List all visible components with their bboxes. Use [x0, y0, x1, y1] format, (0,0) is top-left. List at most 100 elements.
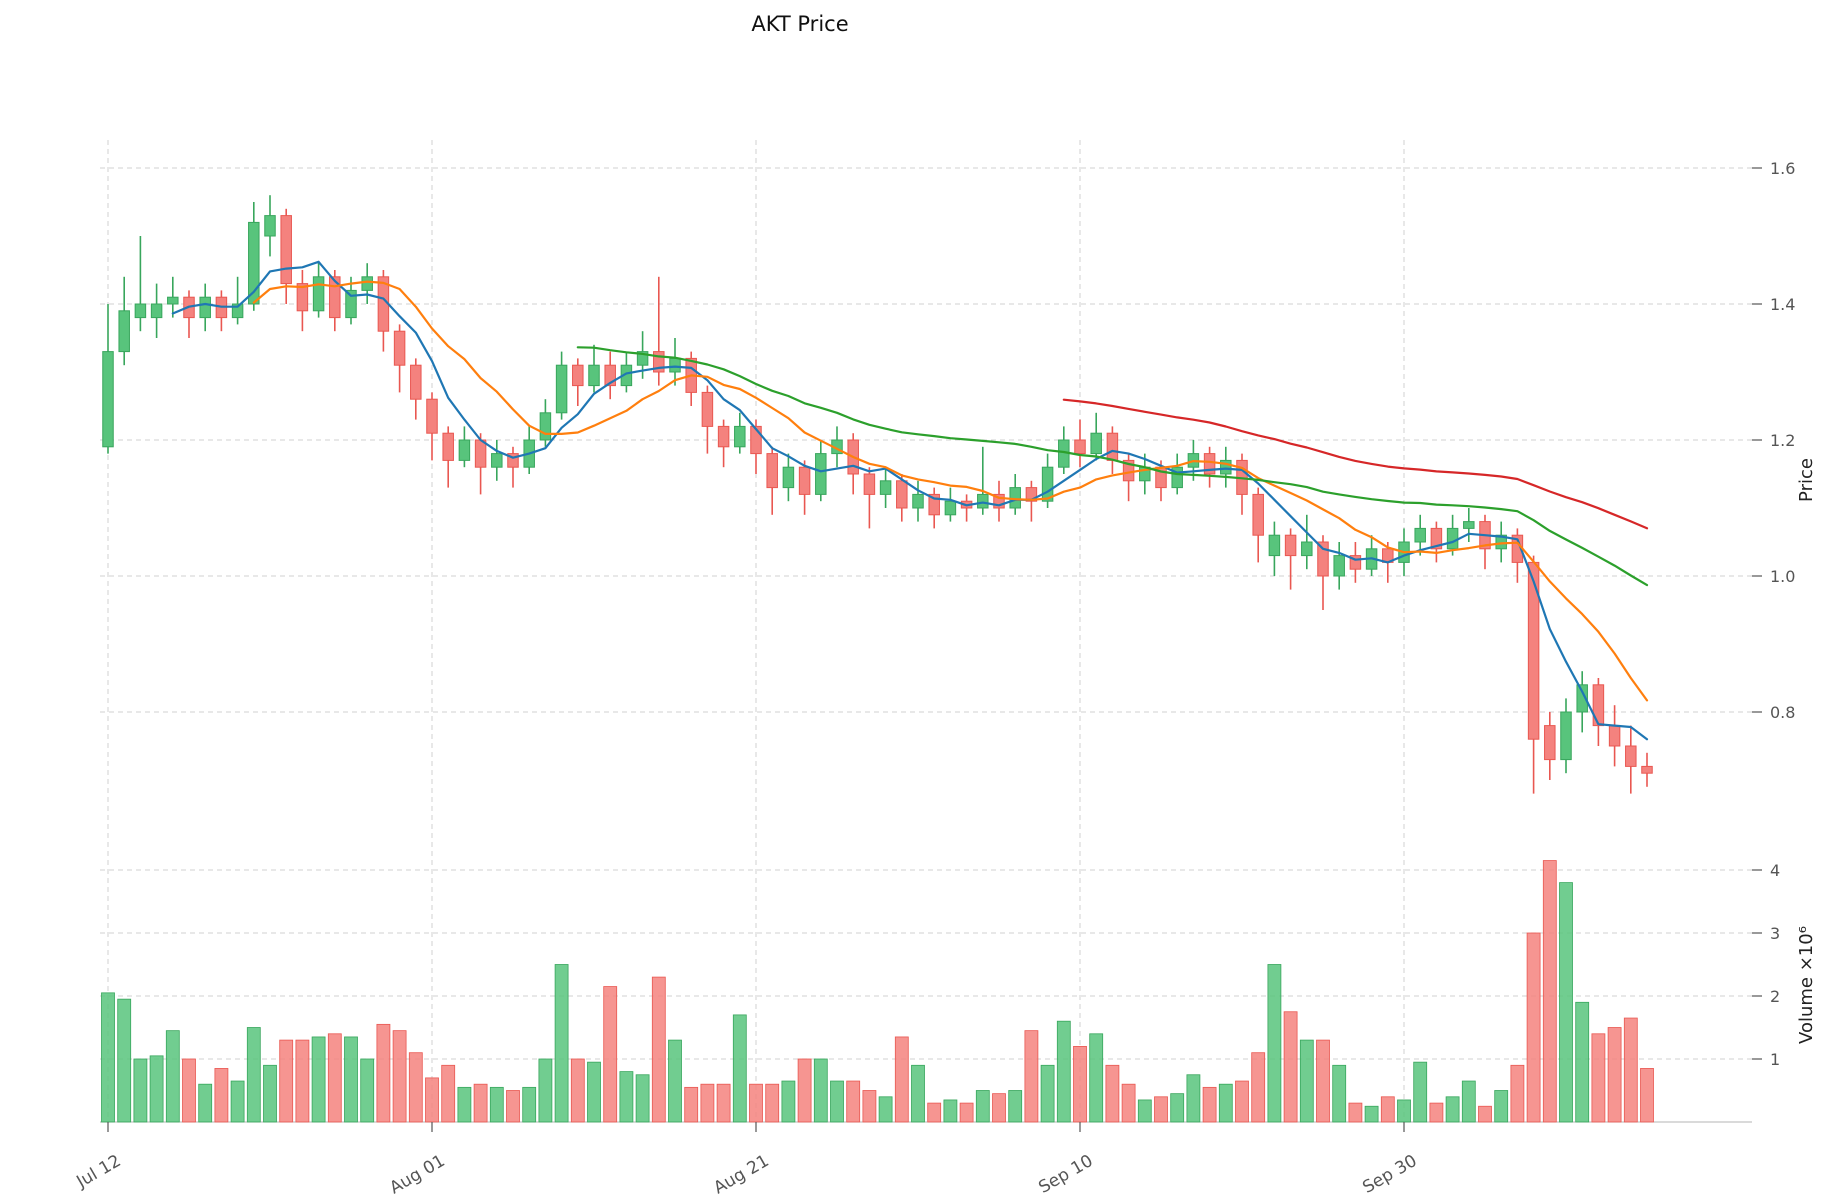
candle-body: [653, 351, 665, 373]
gridlines: [100, 140, 1752, 1123]
ma-line-5: [171, 260, 1649, 741]
volume-bar: [214, 1068, 229, 1123]
price-tick-label: 1.6: [1770, 159, 1795, 178]
candle-body: [1041, 466, 1054, 502]
candle-body: [1317, 541, 1329, 577]
candle-body: [1268, 534, 1281, 557]
candles: [102, 195, 1653, 794]
date-tick-label: Jul 12: [72, 1151, 124, 1193]
volume-bars: [101, 860, 1654, 1123]
candle-body: [426, 398, 438, 434]
volume-bar: [133, 1058, 148, 1123]
volume-bar: [927, 1102, 942, 1123]
volume-bar: [441, 1064, 456, 1123]
volume-bar: [1510, 1064, 1525, 1123]
date-tick-label: Sep 10: [1035, 1151, 1096, 1198]
volume-tick-label: 4: [1770, 861, 1780, 880]
volume-bar: [878, 1096, 893, 1123]
candle-body: [879, 480, 892, 495]
volume-bar: [1640, 1068, 1654, 1123]
volume-bar: [1105, 1064, 1120, 1123]
candle-body: [944, 500, 957, 516]
candle-body: [1090, 432, 1102, 455]
volume-bar: [554, 964, 569, 1123]
candle-body: [669, 357, 681, 373]
candle-body: [1544, 725, 1556, 761]
volume-bar: [198, 1083, 213, 1123]
volume-bar: [344, 1036, 358, 1123]
volume-bar: [246, 1027, 261, 1123]
volume-bar: [360, 1058, 375, 1123]
volume-bar: [101, 992, 115, 1123]
candle-body: [1560, 711, 1572, 761]
volume-bar: [1170, 1093, 1185, 1123]
volume-bar: [1040, 1064, 1055, 1123]
volume-bar: [1283, 1011, 1298, 1123]
volume-bar: [1267, 964, 1282, 1123]
volume-bar: [149, 1055, 164, 1123]
volume-bar: [1478, 1105, 1492, 1123]
candle-body: [701, 391, 714, 427]
volume-bar: [117, 998, 132, 1123]
volume-bar: [392, 1030, 407, 1123]
candle-body: [442, 432, 454, 461]
volume-bar: [570, 1058, 585, 1123]
candle-body: [134, 303, 147, 319]
volume-axis-label: Volume ×10⁶: [1796, 926, 1817, 1044]
candle-body: [102, 351, 114, 448]
candle-body: [507, 453, 519, 468]
candle-body: [491, 453, 503, 468]
candle-body: [345, 289, 357, 319]
volume-bar: [489, 1086, 504, 1123]
candle-body: [539, 412, 552, 441]
candle-body: [555, 364, 568, 414]
volume-bar: [1591, 1033, 1606, 1123]
volume-bar: [911, 1064, 925, 1123]
volume-bar: [619, 1071, 634, 1123]
candle-body: [815, 453, 827, 495]
candle-body: [1446, 527, 1459, 550]
volume-bar: [765, 1083, 780, 1123]
volume-bar: [182, 1058, 196, 1123]
volume-bar: [992, 1093, 1006, 1123]
volume-bar: [830, 1080, 844, 1123]
candle-body: [167, 296, 179, 305]
candle-body: [458, 439, 471, 461]
volume-bar: [846, 1080, 861, 1123]
date-tick-label: Aug 21: [710, 1151, 772, 1198]
volume-bar: [975, 1090, 990, 1123]
candle-body: [1495, 534, 1507, 550]
candle-body: [734, 425, 746, 448]
volume-bar: [668, 1039, 682, 1123]
volume-bar: [1461, 1080, 1476, 1123]
volume-bar: [1364, 1105, 1379, 1123]
volume-bar: [1202, 1086, 1217, 1123]
candle-body: [588, 364, 600, 387]
volume-bar: [1413, 1061, 1428, 1123]
volume-bar: [376, 1023, 391, 1123]
volume-bar: [1445, 1096, 1460, 1123]
price-tick-label: 1.4: [1770, 295, 1795, 314]
volume-bar: [749, 1083, 763, 1123]
date-tick-label: Aug 01: [386, 1151, 448, 1198]
volume-bar: [943, 1099, 958, 1123]
volume-bar: [1056, 1020, 1071, 1123]
volume-bar: [1218, 1083, 1233, 1123]
volume-bar: [311, 1036, 326, 1123]
candle-body: [199, 296, 211, 319]
volume-bar: [732, 1014, 747, 1123]
candle-body: [361, 276, 373, 291]
volume-tick-label: 2: [1770, 987, 1780, 1006]
volume-bar: [587, 1061, 601, 1123]
volume-bar: [1348, 1102, 1363, 1123]
candle-body: [798, 466, 811, 495]
volume-bar: [295, 1039, 310, 1123]
ma-line-60: [1062, 398, 1649, 530]
candle-body: [1641, 765, 1653, 774]
volume-bar: [1494, 1090, 1509, 1123]
candle-body: [572, 364, 584, 387]
candle-body: [1025, 487, 1038, 502]
candle-body: [474, 439, 487, 468]
volume-bar: [700, 1083, 715, 1123]
candle-body: [1220, 459, 1232, 475]
